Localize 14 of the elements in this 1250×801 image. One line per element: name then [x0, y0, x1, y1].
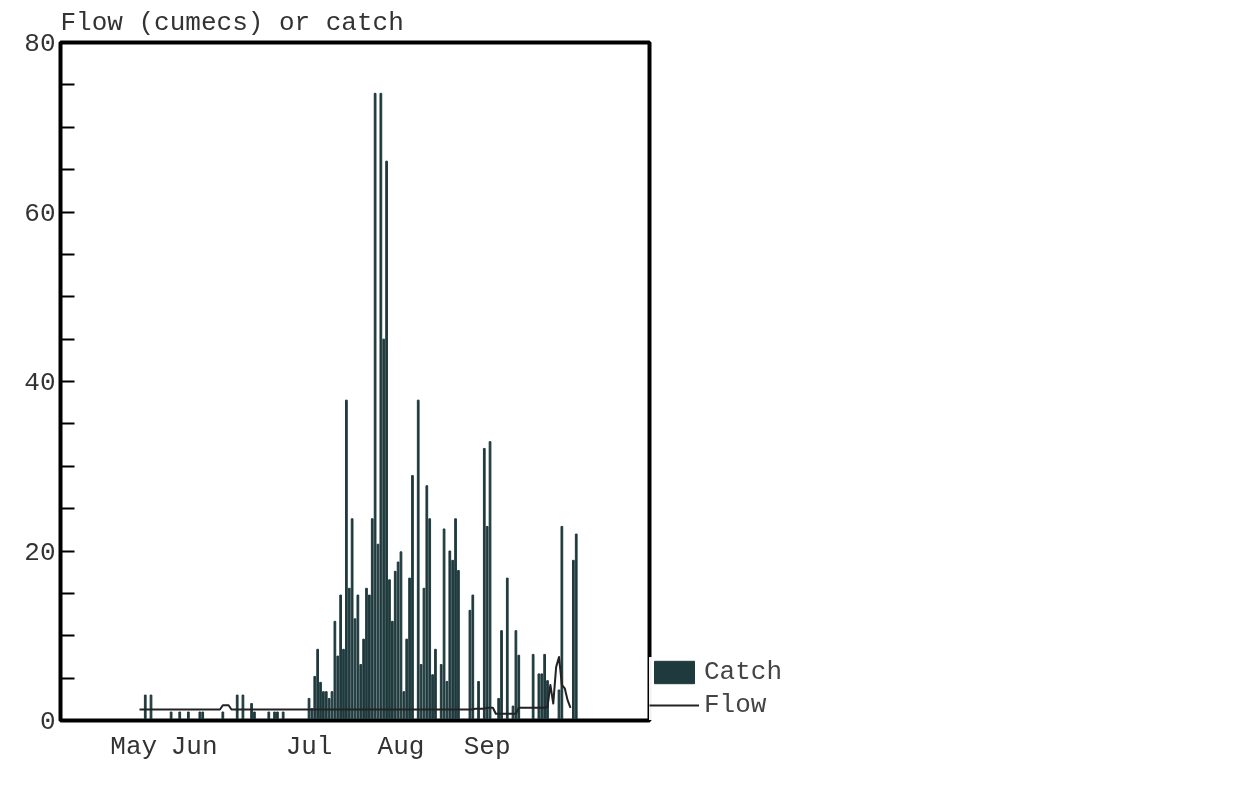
y-tick-label: 60: [24, 198, 56, 229]
x-tick-label: Sep: [463, 731, 511, 762]
x-tick-label: Aug: [377, 731, 425, 762]
y-tick-label: 40: [24, 368, 56, 398]
legend-label: Flow: [704, 690, 767, 720]
line-series: [138, 655, 572, 715]
x-tick-label: May: [110, 731, 158, 762]
y-tick-label: 20: [24, 537, 56, 568]
y-tick-label: 80: [24, 29, 56, 59]
x-tick-label: Jul: [285, 731, 333, 762]
x-tick-label: Jun: [170, 731, 218, 762]
legend-label: Catch: [704, 657, 783, 687]
y-axis-title: Flow (cumecs) or catch: [60, 7, 404, 38]
y-tick-label: 0: [39, 707, 56, 737]
